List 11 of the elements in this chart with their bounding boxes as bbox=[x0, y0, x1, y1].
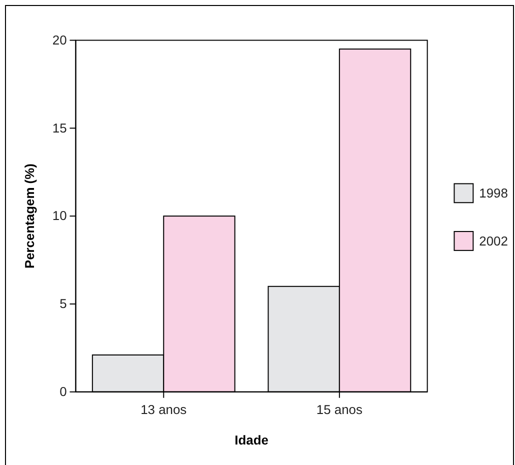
legend-label: 1998 bbox=[479, 186, 508, 201]
y-axis-title: Percentagem (%) bbox=[22, 164, 37, 269]
legend-label: 2002 bbox=[479, 233, 508, 248]
y-tick-label: 20 bbox=[52, 32, 67, 48]
y-tick-label: 15 bbox=[52, 120, 67, 136]
x-tick-label: 15 anos bbox=[316, 402, 362, 417]
x-axis-title: Idade bbox=[234, 432, 268, 448]
y-tick-label: 10 bbox=[52, 208, 67, 224]
y-tick-label: 0 bbox=[60, 384, 67, 400]
x-tick-label: 13 anos bbox=[140, 402, 187, 417]
y-tick-label: 5 bbox=[60, 296, 67, 312]
